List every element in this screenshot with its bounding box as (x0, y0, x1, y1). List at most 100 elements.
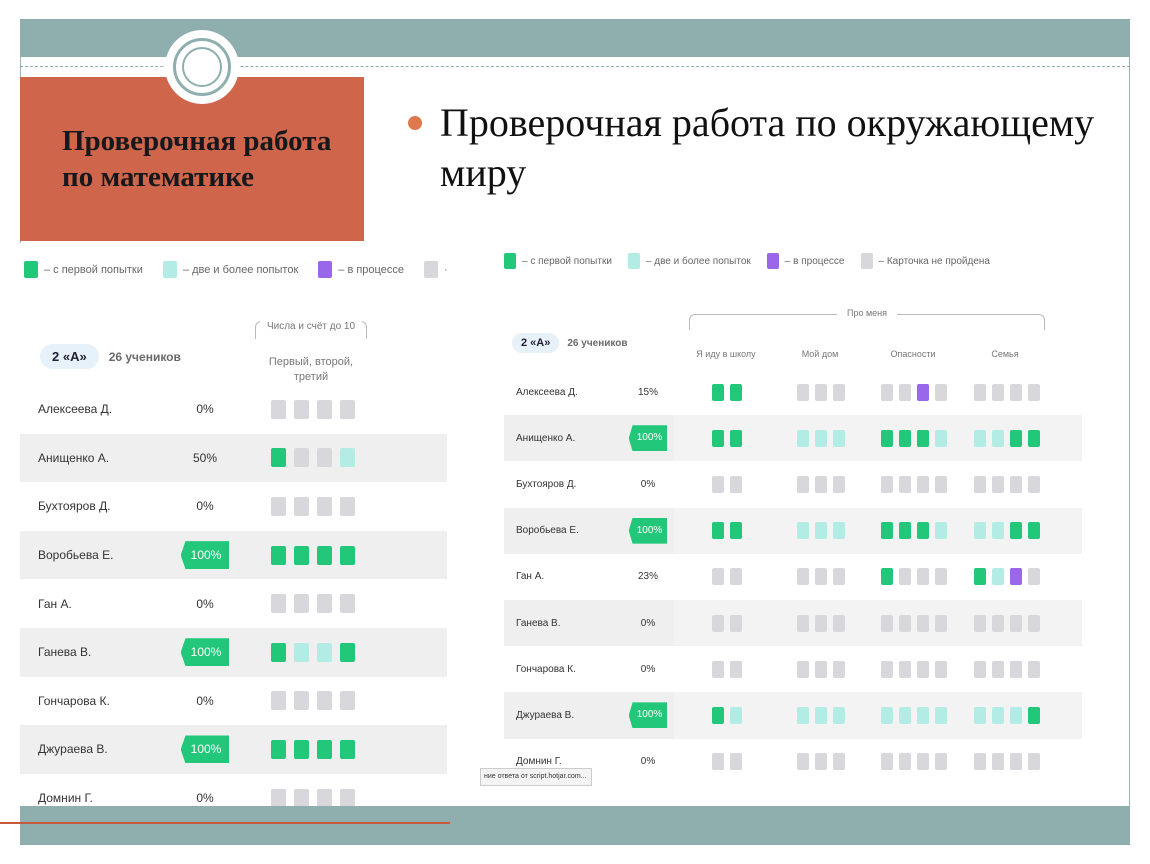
progress-squares (712, 614, 748, 632)
percent-value: 0% (640, 756, 656, 768)
progress-square (294, 642, 309, 662)
progress-square (1010, 475, 1022, 493)
class-pill[interactable]: 2 «А» (512, 333, 560, 353)
progress-square (317, 399, 332, 419)
progress-square (917, 383, 929, 401)
progress-square (340, 788, 355, 808)
progress-squares (797, 383, 851, 401)
progress-squares (974, 706, 1046, 724)
progress-squares (797, 568, 851, 586)
progress-square (974, 614, 986, 632)
progress-square (730, 568, 742, 586)
progress-square (974, 429, 986, 447)
progress-square (730, 522, 742, 540)
progress-square (271, 399, 286, 419)
progress-square (935, 475, 947, 493)
progress-square (340, 594, 355, 614)
progress-square (1028, 429, 1040, 447)
progress-square (935, 383, 947, 401)
progress-square (881, 753, 893, 771)
percent-value: 0% (640, 617, 656, 629)
column-header: Опасности (890, 349, 936, 359)
percent-value: 100% (628, 702, 668, 729)
percent-value: 15% (637, 386, 658, 398)
legend-label: – с первой попытки (44, 263, 143, 276)
progress-square (917, 660, 929, 678)
table-row: Ган А. 0% (20, 579, 447, 628)
progress-squares (271, 545, 363, 565)
percent-cell: 0% (626, 618, 670, 629)
progress-squares (271, 448, 363, 468)
progress-squares (797, 753, 851, 771)
progress-square (712, 429, 724, 447)
progress-square (917, 568, 929, 586)
progress-square (1010, 614, 1022, 632)
legend-in-progress: – в процессе (318, 261, 404, 278)
progress-square (935, 706, 947, 724)
percent-cell: 15% (626, 387, 670, 398)
progress-square (294, 594, 309, 614)
progress-square (271, 594, 286, 614)
progress-square (881, 660, 893, 678)
legend-label: – в процессе (338, 263, 404, 276)
progress-square (317, 788, 332, 808)
student-name: Бухтояров Д. (516, 478, 577, 490)
percent-value: 100% (180, 541, 230, 570)
column-header: Я иду в школу (696, 349, 756, 359)
progress-square (917, 522, 929, 540)
progress-square (1028, 660, 1040, 678)
title-box-text: Проверочная работа по математике (62, 125, 332, 193)
progress-square (294, 399, 309, 419)
student-name: Воробьева Е. (516, 525, 579, 537)
legend-not-passed: · (423, 261, 447, 278)
progress-square (294, 496, 309, 516)
class-pill[interactable]: 2 «А» (40, 344, 99, 369)
column-header: Семья (991, 349, 1019, 359)
progress-square (935, 753, 947, 771)
progress-square (340, 496, 355, 516)
progress-square (271, 739, 286, 759)
progress-square (340, 642, 355, 662)
progress-square (992, 429, 1004, 447)
progress-square (833, 475, 845, 493)
student-name: Джураева В. (516, 709, 575, 721)
progress-square (881, 475, 893, 493)
progress-square (833, 706, 845, 724)
progress-squares (974, 568, 1046, 586)
student-name: Воробьева Е. (38, 548, 114, 563)
progress-square (881, 383, 893, 401)
percent-cell: 0% (626, 479, 670, 490)
right-panel-screenshot: – с первой попытки – две и более попыток… (490, 240, 1100, 793)
progress-squares (881, 383, 953, 401)
progress-squares (797, 614, 851, 632)
student-name: Домнин Г. (38, 791, 93, 806)
student-name: Гончарова К. (38, 693, 110, 708)
percent-cell: 0% (180, 597, 230, 611)
progress-square (815, 614, 827, 632)
progress-square (815, 383, 827, 401)
progress-square (712, 753, 724, 771)
bullet-text: Проверочная работа по окружающему миру (440, 100, 1095, 195)
progress-squares (974, 522, 1046, 540)
table-row: Бухтояров Д. 0% (20, 482, 447, 531)
medallion-icon (165, 30, 239, 104)
progress-square (340, 691, 355, 711)
student-name: Алексеева Д. (516, 386, 578, 398)
progress-square (1028, 753, 1040, 771)
progress-square (1010, 383, 1022, 401)
progress-squares (712, 475, 748, 493)
percent-cell: 0% (626, 664, 670, 675)
progress-square (974, 522, 986, 540)
progress-square (317, 496, 332, 516)
progress-square (1010, 568, 1022, 586)
progress-square (271, 691, 286, 711)
progress-square (899, 475, 911, 493)
progress-square (833, 660, 845, 678)
progress-square (797, 753, 809, 771)
progress-square (974, 753, 986, 771)
legend-first-try: – с первой попытки (24, 261, 143, 278)
student-name: Домнин Г. (516, 756, 562, 768)
progress-square (974, 706, 986, 724)
progress-square (271, 642, 286, 662)
progress-square (797, 660, 809, 678)
